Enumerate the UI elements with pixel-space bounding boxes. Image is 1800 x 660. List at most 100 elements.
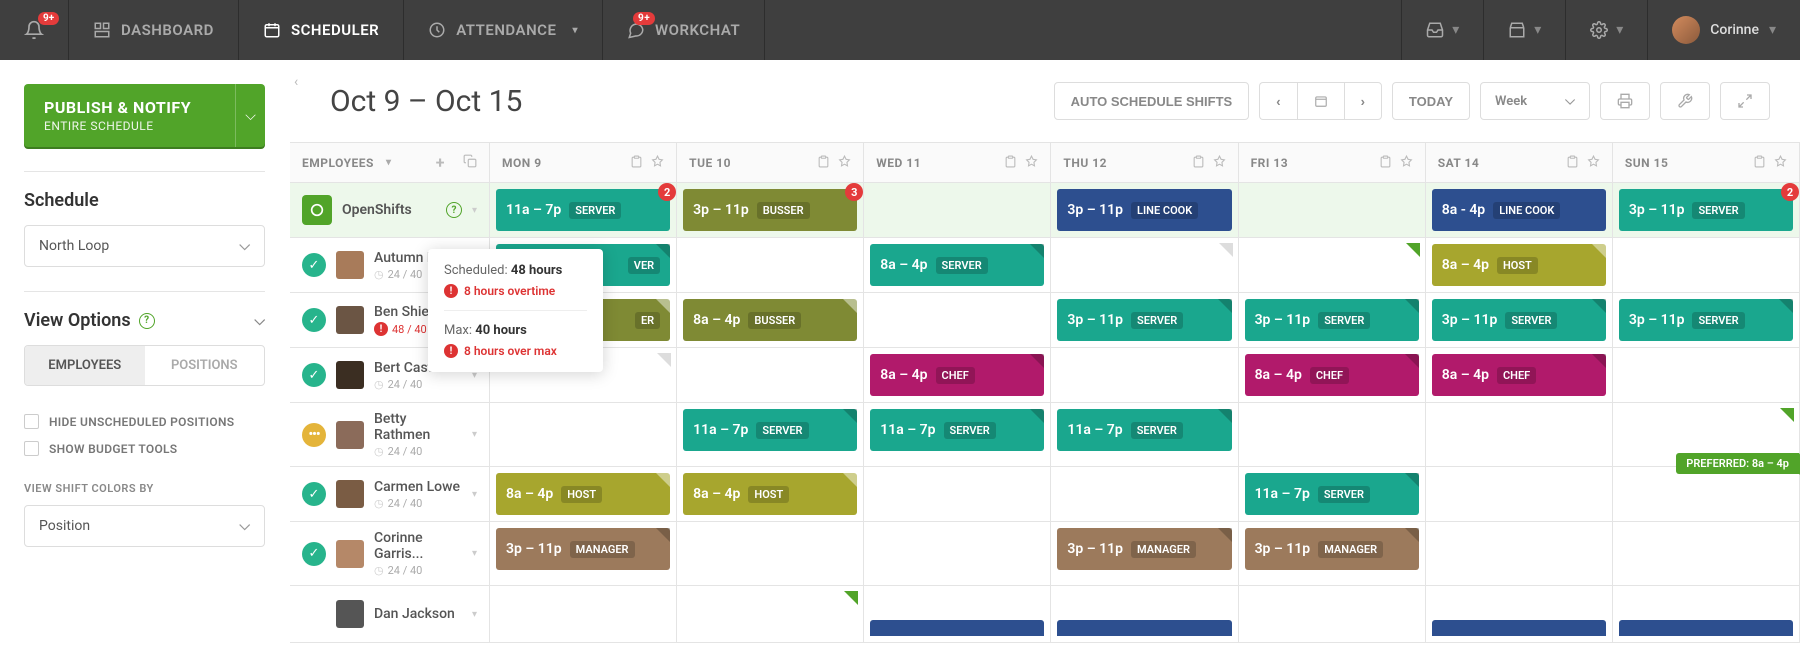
shift-block[interactable]: 11a – 7pSERVER: [1245, 473, 1419, 515]
shift-cell[interactable]: [1613, 238, 1800, 293]
prev-button[interactable]: ‹: [1259, 82, 1296, 120]
schedule-select[interactable]: North Loop: [24, 225, 265, 267]
shift-block[interactable]: 3p – 11pBUSSER3: [683, 189, 857, 231]
shift-block[interactable]: 8a – 4pBUSSER: [683, 299, 857, 341]
shift-block[interactable]: [1432, 620, 1606, 636]
shift-cell[interactable]: 8a – 4pHOST: [1426, 238, 1613, 293]
help-icon[interactable]: ?: [446, 202, 462, 218]
shift-cell[interactable]: [864, 586, 1051, 643]
row-menu[interactable]: ▾: [472, 205, 477, 216]
shift-block[interactable]: 8a – 4pCHEF: [1432, 354, 1606, 396]
notifications-bell[interactable]: 9+: [0, 0, 69, 60]
shift-cell[interactable]: 3p – 11pSERVER: [1239, 293, 1426, 348]
shift-block[interactable]: 8a – 4pHOST: [1432, 244, 1606, 286]
pin-icon[interactable]: [1774, 155, 1787, 171]
shift-cell[interactable]: [677, 348, 864, 403]
clipboard-icon[interactable]: [1566, 155, 1579, 171]
collapse-icon[interactable]: ⌵: [254, 313, 265, 329]
inbox-button[interactable]: ▾: [1401, 0, 1483, 60]
autoschedule-button[interactable]: AUTO SCHEDULE SHIFTS: [1054, 82, 1250, 120]
shift-block[interactable]: 3p – 11pLINE COOK: [1057, 189, 1231, 231]
shift-cell[interactable]: [1613, 522, 1800, 586]
shift-cell[interactable]: [864, 467, 1051, 522]
clipboard-icon[interactable]: [1004, 155, 1017, 171]
shift-cell[interactable]: 11a – 7pSERVER: [1051, 403, 1238, 467]
shift-cell[interactable]: [677, 586, 864, 643]
nav-workchat[interactable]: WORKCHAT 9+: [603, 0, 765, 60]
shift-cell[interactable]: [1613, 586, 1800, 643]
shift-cell[interactable]: 8a – 4pBUSSER: [677, 293, 864, 348]
shift-block[interactable]: 11a – 7pSERVER: [683, 409, 857, 451]
shift-cell[interactable]: [1426, 586, 1613, 643]
shift-block[interactable]: 11a – 7pSERVER: [870, 409, 1044, 451]
next-button[interactable]: ›: [1344, 82, 1382, 120]
shift-cell[interactable]: [1051, 586, 1238, 643]
shift-cell[interactable]: [1239, 238, 1426, 293]
pin-icon[interactable]: [1587, 155, 1600, 171]
tools-button[interactable]: [1660, 82, 1710, 120]
clipboard-icon[interactable]: [630, 155, 643, 171]
shift-cell[interactable]: 8a - 4pLINE COOK: [1426, 183, 1613, 238]
shift-block[interactable]: 3p – 11pSERVER2: [1619, 189, 1793, 231]
shift-cell[interactable]: [864, 293, 1051, 348]
toggle-positions[interactable]: POSITIONS: [145, 346, 265, 385]
chevron-down-icon[interactable]: ▾: [386, 157, 392, 168]
shift-cell[interactable]: [677, 522, 864, 586]
shift-cell[interactable]: [1051, 238, 1238, 293]
shift-block[interactable]: [1619, 620, 1793, 636]
shift-cell[interactable]: 8a – 4pCHEF: [864, 348, 1051, 403]
shift-cell[interactable]: [1239, 403, 1426, 467]
shift-block[interactable]: 3p – 11pSERVER: [1245, 299, 1419, 341]
clipboard-icon[interactable]: [817, 155, 830, 171]
shift-cell[interactable]: [490, 586, 677, 643]
shift-cell[interactable]: [1051, 467, 1238, 522]
pin-icon[interactable]: [1025, 155, 1038, 171]
shift-block[interactable]: 3p – 11pSERVER: [1619, 299, 1793, 341]
shift-cell[interactable]: 3p – 11pSERVER: [1613, 293, 1800, 348]
view-select[interactable]: Week: [1480, 82, 1590, 120]
row-menu[interactable]: ▾: [472, 429, 477, 440]
sidebar-collapse[interactable]: ‹: [294, 74, 298, 90]
settings-button[interactable]: ▾: [1565, 0, 1647, 60]
shift-block[interactable]: [870, 620, 1044, 636]
shift-cell[interactable]: 11a – 7pSERVER: [864, 403, 1051, 467]
shift-cell[interactable]: 3p – 11pBUSSER3: [677, 183, 864, 238]
shift-cell[interactable]: 3p – 11pMANAGER: [490, 522, 677, 586]
store-button[interactable]: ▾: [1483, 0, 1565, 60]
toggle-employees[interactable]: EMPLOYEES: [25, 346, 145, 385]
shift-cell[interactable]: 3p – 11pSERVER2: [1613, 183, 1800, 238]
shift-cell[interactable]: 8a – 4pHOST: [677, 467, 864, 522]
shift-cell[interactable]: 3p – 11pSERVER: [1051, 293, 1238, 348]
nav-scheduler[interactable]: SCHEDULER: [239, 0, 404, 60]
shift-block[interactable]: 3p – 11pSERVER: [1057, 299, 1231, 341]
print-button[interactable]: [1600, 82, 1650, 120]
shift-cell[interactable]: [1613, 348, 1800, 403]
today-button[interactable]: TODAY: [1392, 82, 1470, 120]
shift-cell[interactable]: 3p – 11pLINE COOK: [1051, 183, 1238, 238]
shift-block[interactable]: [1057, 620, 1231, 636]
help-icon[interactable]: ?: [139, 313, 155, 329]
shift-cell[interactable]: 11a – 7pSERVER: [1239, 467, 1426, 522]
shift-block[interactable]: 8a – 4pCHEF: [870, 354, 1044, 396]
fullscreen-button[interactable]: [1720, 82, 1770, 120]
copy-icon[interactable]: [463, 154, 477, 171]
chk-show-budget[interactable]: SHOW BUDGET TOOLS: [24, 441, 265, 456]
shift-block[interactable]: 3p – 11pMANAGER: [1057, 528, 1231, 570]
shift-block[interactable]: 11a – 7pSERVER2: [496, 189, 670, 231]
calendar-button[interactable]: [1297, 82, 1344, 120]
shift-block[interactable]: 8a – 4pSERVER: [870, 244, 1044, 286]
row-menu[interactable]: ▾: [472, 609, 477, 620]
shift-cell[interactable]: [490, 403, 677, 467]
pin-icon[interactable]: [1213, 155, 1226, 171]
nav-dashboard[interactable]: DASHBOARD: [69, 0, 239, 60]
shift-cell[interactable]: [1239, 586, 1426, 643]
shift-cell[interactable]: 8a – 4pHOST: [490, 467, 677, 522]
shift-cell[interactable]: 11a – 7pSERVER2: [490, 183, 677, 238]
colors-select[interactable]: Position: [24, 505, 265, 547]
shift-cell[interactable]: 8a – 4pSERVER: [864, 238, 1051, 293]
clipboard-icon[interactable]: [1192, 155, 1205, 171]
shift-block[interactable]: 8a – 4pHOST: [683, 473, 857, 515]
shift-cell[interactable]: PREFERRED: 8a – 4p: [1613, 467, 1800, 522]
shift-cell[interactable]: [1426, 403, 1613, 467]
shift-block[interactable]: 8a - 4pLINE COOK: [1432, 189, 1606, 231]
